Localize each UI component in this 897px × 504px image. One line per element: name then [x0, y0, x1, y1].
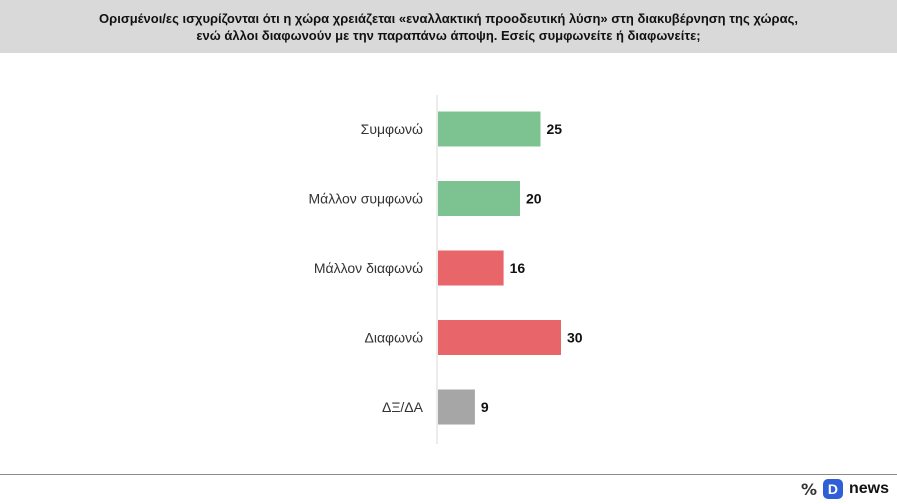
bar: [438, 389, 475, 425]
percent-icon: %: [800, 479, 817, 499]
data-label: 16: [510, 260, 526, 276]
footer-branding: % D news: [801, 477, 889, 501]
question-line-2: ενώ άλλοι διαφωνούν με την παραπάνω άποψ…: [196, 27, 701, 43]
footer-divider: [0, 474, 897, 475]
bar: [438, 111, 541, 147]
dnews-logo-icon: D: [822, 479, 843, 499]
bar: [438, 320, 561, 355]
category-label: Μάλλον διαφωνώ: [314, 260, 423, 276]
category-label: Μάλλον συμφωνώ: [308, 191, 423, 207]
question-header: Ορισμένοι/ες ισχυρίζονται ότι η χώρα χρε…: [0, 0, 897, 53]
category-label: ΔΞ/ΔΑ: [382, 399, 424, 415]
bar-chart-svg: Συμφωνώ 25 Μάλλον συμφωνώ 20 Μάλλον διαφωνώ 1…: [308, 95, 583, 444]
bar-chart: Συμφωνώ 25 Μάλλον συμφωνώ 20 Μάλλον διαφωνώ 1…: [0, 53, 897, 473]
category-label: Διαφωνώ: [365, 330, 424, 346]
question-line-1: Ορισμένοι/ες ισχυρίζονται ότι η χώρα χρε…: [99, 10, 798, 26]
category-label: Συμφωνώ: [361, 121, 423, 137]
data-label: 20: [526, 191, 542, 207]
data-label: 25: [547, 121, 563, 137]
data-label: 9: [481, 399, 489, 415]
data-label: 30: [567, 330, 583, 346]
bar: [438, 250, 504, 286]
brand-name: news: [848, 480, 889, 497]
bar: [438, 181, 520, 216]
